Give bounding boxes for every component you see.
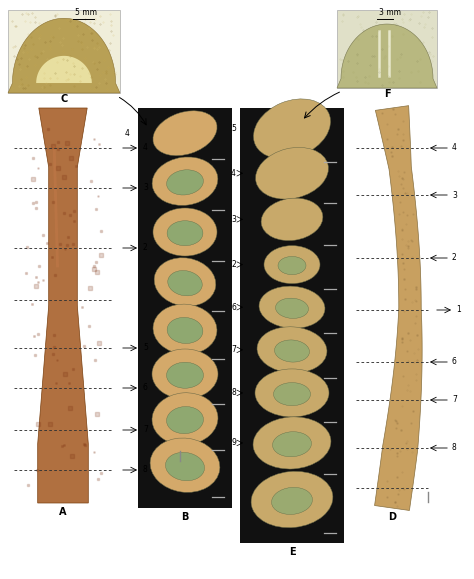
Ellipse shape — [167, 170, 203, 195]
Text: 5 mm: 5 mm — [75, 8, 97, 17]
Text: 8: 8 — [452, 444, 457, 453]
Text: F: F — [383, 89, 390, 99]
Text: 8: 8 — [143, 466, 148, 475]
Ellipse shape — [166, 406, 203, 434]
Ellipse shape — [152, 349, 218, 399]
Ellipse shape — [167, 317, 203, 343]
Text: 2: 2 — [452, 254, 457, 262]
Text: 3 mm: 3 mm — [379, 8, 401, 17]
Ellipse shape — [264, 245, 320, 284]
Text: 7: 7 — [231, 345, 236, 354]
Text: D: D — [388, 512, 396, 522]
Ellipse shape — [154, 258, 216, 306]
Ellipse shape — [273, 432, 311, 457]
Text: 5: 5 — [143, 343, 148, 353]
Text: 4: 4 — [452, 144, 457, 152]
Ellipse shape — [168, 270, 202, 296]
Ellipse shape — [257, 327, 327, 373]
Ellipse shape — [278, 256, 306, 274]
Text: 8: 8 — [231, 389, 236, 397]
Text: E: E — [289, 547, 295, 557]
Text: 3: 3 — [231, 215, 236, 224]
Ellipse shape — [166, 362, 203, 389]
Text: 7: 7 — [143, 426, 148, 434]
Polygon shape — [374, 105, 422, 511]
Text: 2: 2 — [143, 244, 148, 252]
Ellipse shape — [272, 488, 312, 514]
Text: C: C — [60, 94, 68, 104]
Ellipse shape — [275, 298, 309, 318]
Text: 4: 4 — [143, 144, 148, 152]
Ellipse shape — [150, 438, 220, 492]
Ellipse shape — [259, 286, 325, 328]
Bar — [8, 10, 120, 93]
Ellipse shape — [254, 99, 330, 159]
Text: 7: 7 — [452, 395, 457, 405]
Text: 2: 2 — [231, 260, 236, 269]
Text: 6: 6 — [231, 303, 236, 312]
Text: 5: 5 — [231, 124, 236, 133]
Bar — [138, 108, 232, 508]
Polygon shape — [8, 19, 120, 93]
Text: 9: 9 — [231, 438, 236, 448]
Polygon shape — [337, 24, 437, 88]
Text: 6: 6 — [143, 383, 148, 393]
Ellipse shape — [274, 340, 310, 362]
Ellipse shape — [152, 157, 218, 206]
Ellipse shape — [152, 393, 218, 445]
Ellipse shape — [273, 383, 310, 406]
Ellipse shape — [153, 208, 217, 256]
Ellipse shape — [251, 471, 333, 527]
Polygon shape — [38, 108, 88, 503]
Ellipse shape — [167, 221, 203, 245]
Bar — [337, 10, 437, 88]
Text: 6: 6 — [452, 357, 457, 367]
Text: A: A — [59, 507, 67, 517]
Bar — [240, 108, 344, 543]
Text: 3: 3 — [452, 190, 457, 200]
Text: 4: 4 — [125, 129, 130, 138]
Ellipse shape — [253, 417, 331, 469]
Text: 1: 1 — [456, 306, 461, 314]
Ellipse shape — [165, 452, 204, 481]
Ellipse shape — [153, 304, 217, 354]
Ellipse shape — [255, 369, 329, 417]
Ellipse shape — [153, 111, 217, 156]
Text: 3: 3 — [143, 184, 148, 192]
Ellipse shape — [255, 148, 328, 199]
Text: B: B — [182, 512, 189, 522]
Ellipse shape — [261, 198, 323, 241]
Text: 4: 4 — [231, 168, 236, 178]
Polygon shape — [36, 56, 92, 83]
